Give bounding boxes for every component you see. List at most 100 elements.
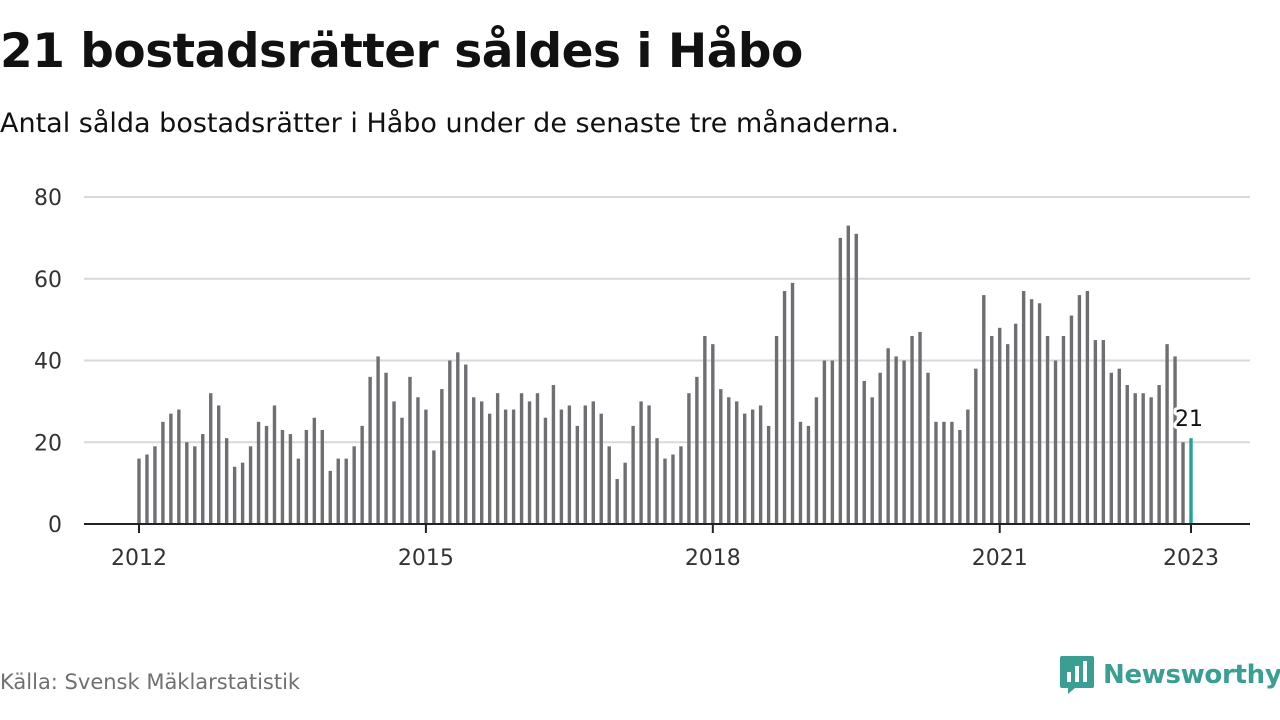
bar (591, 401, 595, 525)
bar (774, 335, 779, 524)
bar (798, 421, 803, 524)
bar (830, 360, 835, 524)
bar (256, 421, 261, 524)
bar (384, 372, 388, 524)
highlight-bar (1189, 438, 1193, 524)
bar (1006, 344, 1010, 524)
bar (1157, 385, 1161, 524)
bar (1117, 368, 1121, 524)
bar (535, 393, 540, 524)
bar (264, 425, 269, 524)
bar (464, 364, 468, 524)
bar (647, 405, 651, 524)
bar (209, 393, 213, 524)
bar (727, 397, 731, 524)
bar (671, 454, 675, 524)
bar (1069, 315, 1074, 524)
bar (240, 462, 245, 524)
bar (862, 380, 866, 524)
bar (408, 376, 412, 524)
bar (368, 376, 372, 524)
bar (878, 372, 882, 524)
bar (886, 348, 890, 524)
bar (217, 405, 221, 524)
bar-chart: 0 20 40 60 80 2012 2015 2018 2021 2023 21 (34, 186, 1250, 571)
bar (974, 368, 978, 524)
bar (1061, 335, 1066, 524)
bar (503, 409, 508, 524)
bar (559, 409, 564, 524)
bar (1101, 340, 1106, 524)
bar (400, 417, 404, 524)
bar (958, 429, 962, 524)
bar (998, 327, 1002, 524)
bar (902, 360, 906, 524)
x-tick-label: 2023 (1163, 546, 1219, 571)
bar (296, 458, 301, 524)
x-tick-label: 2012 (111, 546, 167, 571)
bar (758, 405, 763, 524)
bar (1077, 295, 1082, 524)
bar (352, 446, 356, 524)
bar (519, 393, 524, 524)
bar (950, 421, 954, 524)
y-tick-label: 40 (34, 350, 62, 375)
bar (288, 434, 293, 524)
y-tick-label: 0 (48, 513, 62, 538)
bar (145, 454, 149, 524)
bar (376, 356, 380, 524)
bar (1037, 303, 1042, 524)
bar (495, 393, 500, 524)
bar (312, 417, 317, 524)
bar (440, 389, 444, 524)
bar (567, 405, 572, 524)
bar (480, 401, 484, 525)
bar (232, 466, 237, 524)
bar (766, 425, 771, 524)
bar (1141, 393, 1145, 524)
bar (193, 446, 197, 524)
bar (894, 356, 898, 524)
bar (966, 409, 970, 524)
bar (655, 438, 659, 524)
bar (838, 237, 843, 525)
y-tick-label: 20 (34, 431, 62, 456)
bar (607, 446, 611, 524)
logo-text: Newsworthy (1103, 660, 1280, 690)
bar (177, 409, 181, 524)
bar (599, 413, 603, 524)
bar (185, 442, 189, 524)
bar (679, 446, 683, 524)
bar (424, 409, 428, 524)
newsworthy-logo: Newsworthy (1059, 655, 1280, 695)
bar (448, 360, 452, 524)
bar (320, 429, 324, 524)
bar (1029, 299, 1034, 524)
bar (328, 470, 332, 524)
bar (583, 405, 587, 524)
bar (1013, 323, 1018, 524)
bar (1165, 344, 1169, 524)
bar (918, 331, 922, 524)
bar (870, 397, 874, 524)
bar (224, 438, 229, 524)
bar (822, 360, 827, 524)
bar (1133, 393, 1137, 524)
bar (551, 385, 556, 524)
bar (432, 450, 436, 524)
bar (719, 389, 723, 524)
source-note: Källa: Svensk Mäklarstatistik (0, 670, 301, 694)
chart-subtitle: Antal sålda bostadsrätter i Håbo under d… (0, 108, 900, 139)
bar (1021, 291, 1026, 524)
data-label: 21 (1175, 407, 1203, 432)
bar (201, 434, 205, 524)
bar (392, 401, 396, 525)
bar (272, 405, 277, 524)
bar (631, 425, 635, 524)
bar (735, 401, 739, 525)
bar (639, 401, 643, 525)
chart-title: 21 bostadsrätter såldes i Håbo (0, 24, 803, 79)
x-tick-label: 2018 (685, 546, 741, 571)
bar (711, 344, 715, 524)
x-tick-label: 2021 (972, 546, 1028, 571)
